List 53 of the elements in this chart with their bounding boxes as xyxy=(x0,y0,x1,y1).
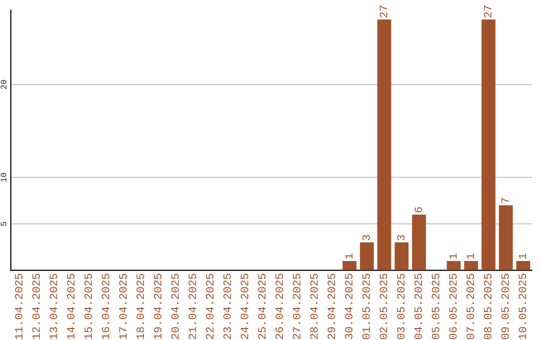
x-tick-label: 05.05.2025 xyxy=(432,274,440,340)
x-tick-label: 27.04.2025 xyxy=(292,274,300,339)
x-tick-label: 20.04.2025 xyxy=(171,274,179,339)
data-label: 3 xyxy=(362,235,370,240)
data-label: 1 xyxy=(518,253,526,259)
x-tick-label: 13.04.2025 xyxy=(50,274,58,339)
data-label: 1 xyxy=(345,253,352,259)
x-tick-label: 30.04.2025 xyxy=(344,274,352,340)
data-label: 27 xyxy=(484,6,492,18)
bar xyxy=(360,242,374,270)
x-tick-label: 17.04.2025 xyxy=(119,274,127,339)
x-tick-label: 16.04.2025 xyxy=(102,274,110,339)
x-tick-label: 11.04.2025 xyxy=(14,274,22,339)
x-tick-label: 04.05.2025 xyxy=(414,274,422,340)
x-tick-label: 08.05.2025 xyxy=(484,274,492,340)
x-tick-label: 15.04.2025 xyxy=(84,274,92,339)
data-label: 7 xyxy=(501,198,509,204)
bar xyxy=(482,19,496,270)
data-label: 27 xyxy=(380,6,388,18)
x-tick-label: 14.04.2025 xyxy=(67,274,75,339)
x-tick-label: 07.05.2025 xyxy=(466,274,474,340)
x-tick-label: 22.04.2025 xyxy=(206,274,214,339)
y-tick-label: 5 xyxy=(0,222,6,226)
x-tick-label: 18.04.2025 xyxy=(136,274,144,339)
x-tick-label: 29.04.2025 xyxy=(328,274,336,339)
x-tick-label: 06.05.2025 xyxy=(449,274,457,340)
x-tick-label: 24.04.2025 xyxy=(240,274,248,339)
bar xyxy=(516,261,530,270)
x-tick-label: 03.05.2025 xyxy=(397,274,405,340)
data-label: 6 xyxy=(414,207,422,212)
y-tick-label: 10 xyxy=(0,172,6,182)
data-label: 3 xyxy=(397,235,405,240)
x-tick-label: 10.05.2025 xyxy=(518,274,526,339)
x-tick-label: 28.04.2025 xyxy=(310,274,318,339)
x-tick-label: 21.04.2025 xyxy=(188,274,196,339)
bar xyxy=(446,261,461,270)
x-tick-label: 19.04.2025 xyxy=(154,274,162,339)
bar xyxy=(342,261,356,270)
bar xyxy=(498,205,513,270)
data-label: 1 xyxy=(449,253,457,259)
x-tick-label: 12.04.2025 xyxy=(32,274,40,339)
x-tick-label: 23.04.2025 xyxy=(223,274,231,339)
bar xyxy=(412,214,426,270)
x-tick-label: 02.05.2025 xyxy=(380,274,388,340)
bar xyxy=(464,261,478,270)
y-tick-label: 20 xyxy=(0,80,6,89)
x-tick-label: 01.05.2025 xyxy=(362,274,370,340)
data-label: 1 xyxy=(466,253,474,259)
bar xyxy=(394,242,409,270)
x-tick-label: 09.05.2025 xyxy=(501,274,509,340)
bar xyxy=(377,19,392,270)
x-tick-label: 25.04.2025 xyxy=(258,274,266,339)
x-tick-label: 26.04.2025 xyxy=(275,274,284,339)
